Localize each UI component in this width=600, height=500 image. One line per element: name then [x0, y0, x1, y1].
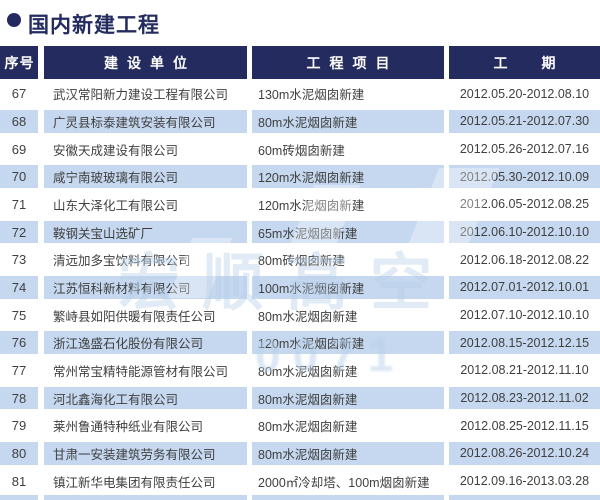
row-period: 2012.05.21-2012.07.30 — [449, 110, 600, 133]
row-project: 120m水泥烟囱新建 — [258, 198, 365, 213]
row-company: 安徽天成建设有限公司 — [53, 143, 179, 158]
row-company: 繁峙县如阳供暖有限责任公司 — [53, 309, 216, 324]
page-title: 国内新建工程 — [28, 14, 160, 37]
table-row: 78 河北鑫海化工有限公司 80m水泥烟囱新建 2012.08.23-2012.… — [0, 384, 600, 412]
row-number: 70 — [0, 165, 38, 189]
row-number: 72 — [0, 220, 38, 244]
row-period: 2012.07.10-2012.10.10 — [459, 308, 590, 323]
row-period: 2012.08.25-2012.11.15 — [460, 418, 589, 433]
table-row: 75 繁峙县如阳供暖有限责任公司 80m水泥烟囱新建 2012.07.10-20… — [0, 301, 600, 329]
row-period: 2012.06.10-2012.10.10 — [449, 220, 600, 244]
row-period: 2012.06.18-2012.08.22 — [459, 252, 590, 267]
table-row: 71 山东大泽化工有限公司 120m水泥烟囱新建 2012.06.05-2012… — [0, 191, 600, 219]
row-company: 莱州鲁通特种纸业有限公司 — [53, 420, 204, 435]
row-period: 2012.07.01-2012.10.01 — [449, 276, 600, 299]
row-company: 广灵县标泰建筑安装有限公司 — [44, 110, 247, 133]
row-company: 山东大泽化工有限公司 — [53, 198, 179, 213]
row-number: 69 — [11, 141, 27, 157]
row-number: 67 — [11, 86, 27, 102]
table-row: 69 安徽天成建设有限公司 60m砖烟囱新建 2012.05.26-2012.0… — [0, 135, 600, 163]
row-company: 鞍钢关宝山选矿厂 — [44, 220, 247, 244]
row-company: 咸宁南玻玻璃有限公司 — [44, 165, 247, 189]
row-period: 2012.08.23-2012.11.02 — [449, 386, 600, 410]
table-header-row: 序号 建设单位 工程项目 工期 — [0, 46, 600, 79]
title-bullet-icon — [7, 13, 21, 27]
row-number: 80 — [0, 442, 38, 465]
row-number: 71 — [11, 196, 27, 212]
row-period: 2012.08.15-2012.12.15 — [449, 331, 600, 355]
row-project: 80m砖烟囱新建 — [258, 254, 345, 269]
table-body: 67 武汉常阳新力建设工程有限公司 130m水泥烟囱新建 2012.05.20-… — [0, 80, 600, 495]
header-col-project: 工程项目 — [252, 46, 444, 79]
table-row: 80 甘肃一安装建筑劳务有限公司 80m水泥烟囱新建 2012.08.26-20… — [0, 440, 600, 468]
row-company: 浙江逸盛石化股份有限公司 — [44, 331, 247, 355]
row-company: 甘肃一安装建筑劳务有限公司 — [44, 442, 247, 465]
row-number: 79 — [11, 418, 27, 434]
row-company: 常州常宝精特能源管材有限公司 — [53, 364, 229, 379]
table-row: 77 常州常宝精特能源管材有限公司 80m水泥烟囱新建 2012.08.21-2… — [0, 357, 600, 385]
row-number: 68 — [0, 110, 38, 133]
row-number: 76 — [0, 331, 38, 355]
row-number: 81 — [11, 473, 27, 489]
row-period: 2012.05.26-2012.07.16 — [459, 142, 590, 157]
table-row: 68 广灵县标泰建筑安装有限公司 80m水泥烟囱新建 2012.05.21-20… — [0, 108, 600, 136]
header-col-company: 建设单位 — [44, 46, 247, 79]
row-number: 77 — [11, 362, 27, 378]
row-project: 80m水泥烟囱新建 — [252, 110, 444, 133]
row-company: 江苏恒科新材料有限公司 — [44, 276, 247, 299]
table-row: 67 武汉常阳新力建设工程有限公司 130m水泥烟囱新建 2012.05.20-… — [0, 80, 600, 108]
row-period: 2012.06.05-2012.08.25 — [459, 197, 590, 212]
table-row: 81 镇江新华电集团有限责任公司 2000㎡冷却塔、100m烟囱新建 2012.… — [0, 467, 600, 495]
header-col-no: 序号 — [0, 46, 38, 79]
table-row: 79 莱州鲁通特种纸业有限公司 80m水泥烟囱新建 2012.08.25-201… — [0, 412, 600, 440]
table-row: 74 江苏恒科新材料有限公司 100m水泥烟囱新建 2012.07.01-201… — [0, 274, 600, 302]
row-project: 80m水泥烟囱新建 — [252, 442, 444, 465]
partial-next-row — [0, 494, 600, 500]
row-company: 清远加多宝饮料有限公司 — [53, 254, 191, 269]
row-period: 2012.09.16-2013.03.28 — [459, 474, 590, 489]
row-project: 80m水泥烟囱新建 — [252, 386, 444, 410]
row-project: 80m水泥烟囱新建 — [258, 364, 358, 379]
row-project: 2000㎡冷却塔、100m烟囱新建 — [258, 475, 430, 490]
row-period: 2012.05.30-2012.10.09 — [449, 165, 600, 189]
row-company: 镇江新华电集团有限责任公司 — [53, 475, 216, 490]
row-company: 河北鑫海化工有限公司 — [44, 386, 247, 410]
row-period: 2012.08.26-2012.10.24 — [449, 442, 600, 465]
row-number: 75 — [11, 307, 27, 323]
row-project: 100m水泥烟囱新建 — [252, 276, 444, 299]
row-project: 80m水泥烟囱新建 — [258, 309, 358, 324]
row-number: 73 — [11, 252, 27, 268]
row-project: 80m水泥烟囱新建 — [258, 420, 358, 435]
row-project: 120m水泥烟囱新建 — [252, 165, 444, 189]
row-period: 2012.05.20-2012.08.10 — [459, 86, 590, 101]
row-number: 74 — [0, 276, 38, 299]
table-row: 72 鞍钢关宝山选矿厂 65m水泥烟囱新建 2012.06.10-2012.10… — [0, 218, 600, 246]
row-project: 120m水泥烟囱新建 — [252, 331, 444, 355]
title-bar: 国内新建工程 — [0, 0, 600, 46]
table-row: 76 浙江逸盛石化股份有限公司 120m水泥烟囱新建 2012.08.15-20… — [0, 329, 600, 357]
row-project: 130m水泥烟囱新建 — [258, 88, 365, 103]
table-row: 70 咸宁南玻玻璃有限公司 120m水泥烟囱新建 2012.05.30-2012… — [0, 163, 600, 191]
row-project: 60m砖烟囱新建 — [258, 143, 345, 158]
row-project: 65m水泥烟囱新建 — [252, 220, 444, 244]
header-col-period: 工期 — [449, 46, 600, 79]
row-period: 2012.08.21-2012.11.10 — [460, 363, 589, 378]
row-number: 78 — [0, 386, 38, 410]
row-company: 武汉常阳新力建设工程有限公司 — [53, 88, 229, 103]
table-row: 73 清远加多宝饮料有限公司 80m砖烟囱新建 2012.06.18-2012.… — [0, 246, 600, 274]
